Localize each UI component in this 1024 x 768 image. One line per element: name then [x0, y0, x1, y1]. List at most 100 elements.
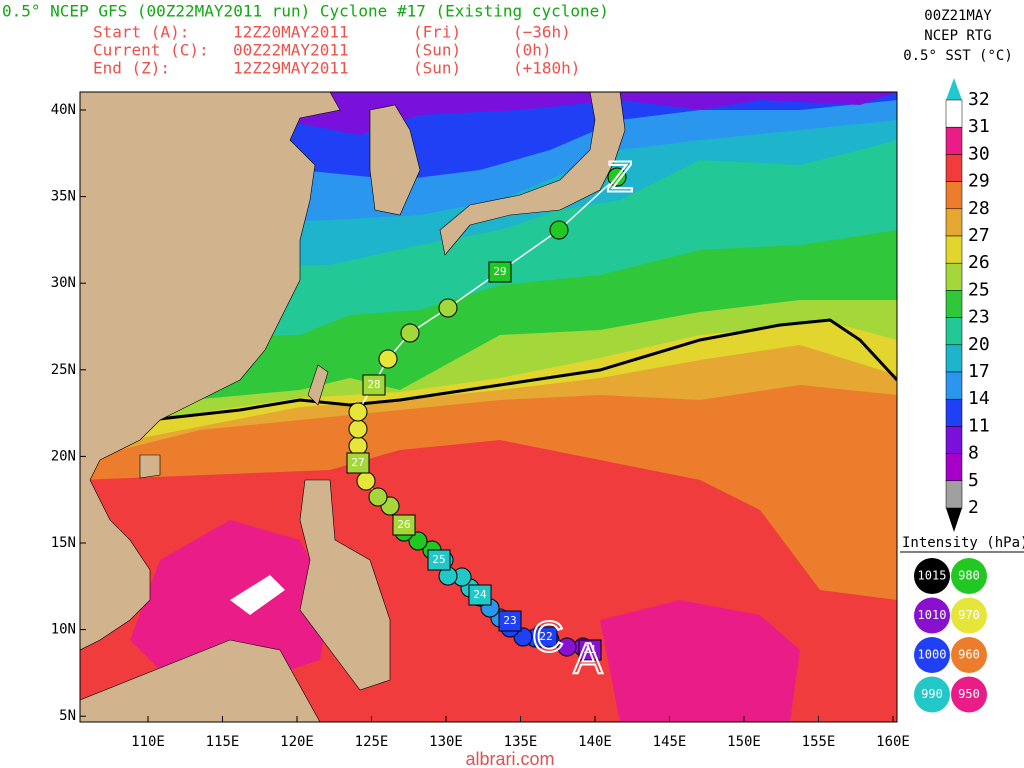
lat-label: 30N: [51, 275, 76, 291]
colorbar-segment: [945, 480, 963, 509]
header-date: 12Z29MAY2011: [233, 59, 349, 78]
colorbar-segment: [945, 208, 963, 237]
colorbar-label: 8: [968, 443, 979, 464]
lat-label: 15N: [51, 535, 76, 551]
colorbar-label: 11: [968, 415, 990, 436]
track-day-box: [346, 452, 370, 474]
header-offset: (−36h): [513, 23, 571, 42]
track-day-label: 27: [351, 456, 364, 469]
lat-label: 20N: [51, 448, 76, 464]
header-label: Current (C):: [93, 41, 209, 60]
sst-info: 00Z21MAY NCEP RTG 0.5° SST (°C): [903, 8, 1013, 64]
colorbar-label: 29: [968, 171, 990, 192]
intensity-swatch: [914, 558, 950, 594]
track-point: [368, 487, 388, 507]
track-marker: A: [573, 635, 603, 684]
header-label: End (Z):: [93, 59, 170, 78]
header-offset: (+180h): [513, 59, 580, 78]
track-point: [348, 402, 368, 422]
intensity-label: 990: [921, 687, 943, 701]
lon-label: 115E: [206, 734, 240, 750]
track-day-box: [488, 261, 512, 283]
track-point: [408, 531, 428, 551]
colorbar-label: 25: [968, 279, 990, 300]
watermark: albrari.com: [465, 749, 554, 768]
track-day-box: [392, 514, 416, 536]
colorbar-top-arrow: [946, 78, 962, 100]
track-day-label: 28: [367, 378, 380, 391]
track-day-label: 21: [583, 643, 596, 656]
cyclone-track: 21 22 23 24 25 26 27 28 29 AC Z: [346, 152, 634, 685]
track-day-box: [578, 639, 602, 661]
track-day-label: 25: [432, 553, 445, 566]
colorbar-segment: [945, 453, 963, 482]
intensity-swatch: [914, 676, 950, 713]
track-day-label: 26: [397, 518, 410, 531]
track-point: [348, 436, 368, 456]
colorbar-segment: [945, 317, 963, 346]
header-day: (Sun): [413, 41, 461, 60]
sst-map: [80, 92, 897, 722]
track-marker: C: [532, 613, 564, 662]
track-point: [348, 419, 368, 439]
intensity-swatch: [951, 558, 987, 594]
lon-label: 125E: [355, 734, 389, 750]
colorbar-segment: [945, 235, 963, 264]
track-point: [400, 323, 420, 343]
sst-info-line: NCEP RTG: [924, 28, 991, 44]
intensity-swatch: [914, 597, 950, 634]
colorbar-label: 5: [968, 470, 979, 491]
track-day-label: 24: [473, 588, 487, 601]
intensity-label: 1000: [918, 648, 947, 662]
lon-label: 130E: [429, 734, 463, 750]
lat-label: 35N: [51, 189, 76, 205]
lat-label: 25N: [51, 362, 76, 378]
sst-info-line: 00Z21MAY: [924, 8, 992, 24]
intensity-label: 970: [958, 608, 980, 622]
colorbar-segment: [945, 398, 963, 427]
header-lines: Start (A): 12Z20MAY2011 (Fri) (−36h) Current…: [93, 23, 580, 78]
intensity-label: 950: [958, 687, 980, 701]
lat-label: 10N: [51, 622, 76, 638]
colorbar-label: 26: [968, 252, 990, 273]
colorbar-label: 31: [968, 116, 990, 137]
intensity-label: 980: [958, 569, 980, 583]
track-day-label: 23: [503, 614, 516, 627]
colorbar-label: 32: [968, 89, 990, 110]
header-day: (Sun): [413, 59, 461, 78]
colorbar-segment: [945, 154, 963, 182]
colorbar-label: 23: [968, 307, 990, 328]
colorbar-label: 27: [968, 225, 990, 246]
colorbar-segment: [945, 371, 963, 400]
colorbar: 32 31 30 29 28 27 26 25 23 20 17 14 11 8 5 2: [945, 78, 990, 532]
track-point: [557, 637, 577, 657]
lon-label: 120E: [280, 734, 314, 750]
colorbar-label: 17: [968, 361, 990, 382]
colorbar-label: 2: [968, 497, 979, 518]
intensity-swatch: [914, 637, 950, 673]
sst-info-line: 0.5° SST (°C): [903, 48, 1013, 64]
colorbar-label: 20: [968, 334, 990, 355]
colorbar-segment: [945, 126, 963, 155]
header-date: 00Z22MAY2011: [233, 41, 349, 60]
header-label: Start (A):: [93, 23, 189, 42]
colorbar-segment: [945, 344, 963, 373]
colorbar-segment: [945, 290, 963, 318]
lat-label: 5N: [59, 708, 76, 724]
colorbar-segment: [945, 426, 963, 454]
track-point: [438, 298, 458, 318]
track-day-label: 22: [539, 630, 552, 643]
lon-label: 135E: [504, 734, 538, 750]
track-day-box: [498, 610, 522, 632]
intensity-swatch: [951, 676, 987, 713]
axes: 40N 35N 30N 25N 20N 15N 10N 5N 110E 115E 120E 125E 1…: [51, 102, 910, 750]
lon-label: 150E: [727, 734, 761, 750]
colorbar-label: 30: [968, 143, 990, 164]
colorbar-label: 28: [968, 198, 990, 219]
colorbar-segment: [945, 99, 963, 128]
intensity-label: 1010: [918, 608, 947, 622]
track-point: [378, 349, 398, 369]
colorbar-segment: [945, 181, 963, 210]
track-day-label: 29: [493, 265, 506, 278]
